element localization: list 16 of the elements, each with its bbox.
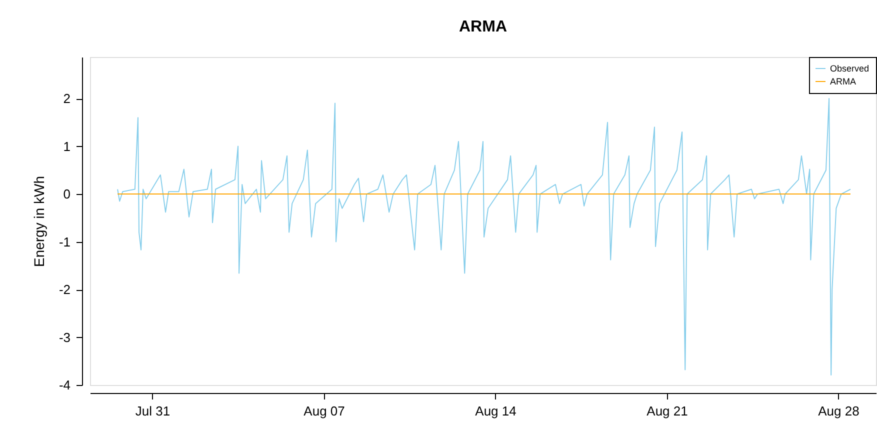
y-tick-label: -4 [58, 378, 70, 392]
y-tick-label: -1 [58, 234, 70, 250]
y-tick-label: -2 [58, 282, 70, 298]
y-tick-label: 0 [63, 186, 70, 202]
y-tick-label: -3 [58, 330, 70, 345]
x-tick-label: Aug 21 [646, 404, 688, 418]
y-axis-title: Energy in kWh [30, 176, 47, 268]
legend-label: Observed [830, 64, 870, 74]
x-tick-label: Aug 07 [304, 404, 345, 418]
x-tick-label: Aug 14 [475, 404, 516, 418]
y-tick-label: 1 [63, 138, 70, 154]
x-tick-label: Aug 28 [818, 404, 860, 418]
x-tick-label: Jul 31 [135, 404, 170, 418]
y-tick-label: 2 [63, 91, 70, 106]
chart-title: ARMA [459, 18, 508, 36]
legend-label: ARMA [830, 76, 856, 86]
